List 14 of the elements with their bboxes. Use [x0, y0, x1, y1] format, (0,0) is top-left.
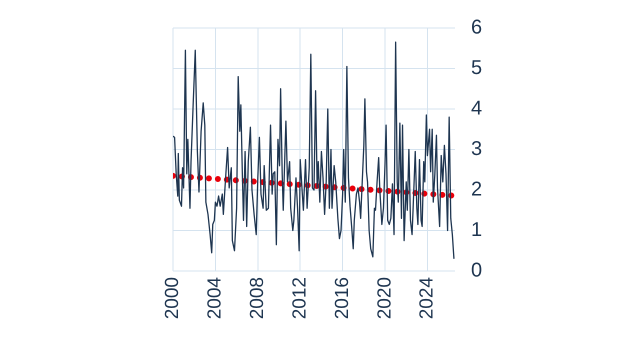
x-tick-label: 2016: [332, 277, 353, 320]
y-tick-label: 3: [471, 138, 482, 160]
x-tick-label: 2000: [162, 277, 184, 320]
x-tick-label: 2004: [204, 276, 226, 320]
y-tick-label: 6: [471, 16, 482, 39]
y-tick-label: 1: [471, 219, 482, 242]
y-tick-label: 5: [471, 57, 482, 80]
y-tick-label: 4: [471, 98, 482, 120]
x-tick-label: 2020: [374, 277, 396, 320]
x-tick-label: 2024: [416, 276, 438, 320]
x-tick-label: 2008: [247, 277, 268, 320]
y-tick-label: 0: [471, 260, 482, 282]
x-tick-label: 2012: [289, 277, 310, 320]
y-tick-label: 2: [471, 178, 482, 201]
